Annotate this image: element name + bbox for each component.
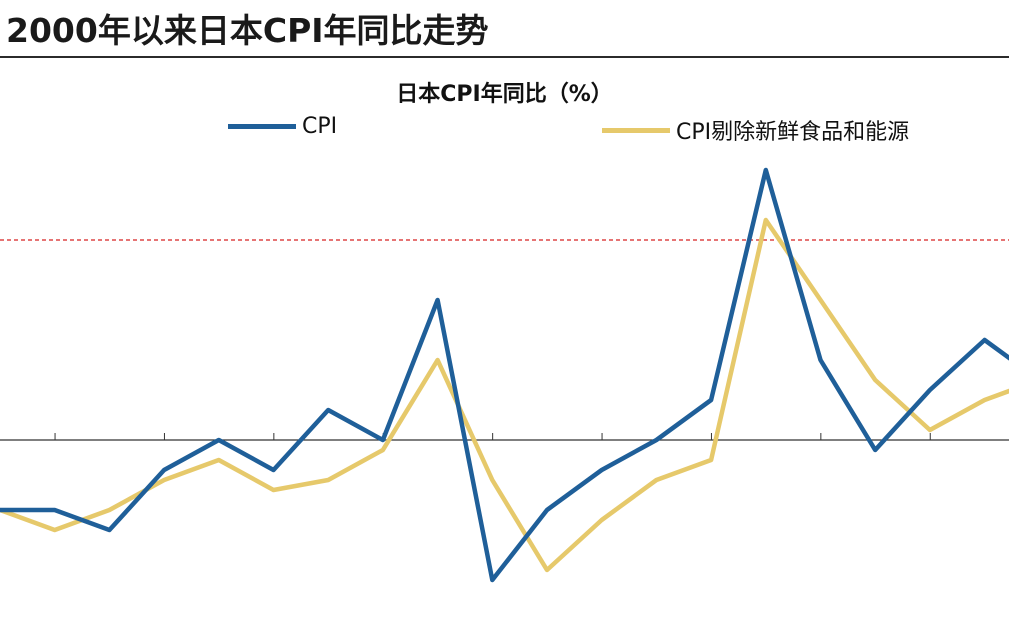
legend-label-cpi: CPI — [302, 114, 338, 139]
legend-swatch-core — [602, 127, 670, 133]
series-line-core — [0, 217, 1009, 573]
title-divider — [0, 56, 1009, 58]
legend-label-core: CPI剔除新鲜食品和能源 — [676, 120, 910, 145]
legend-item-cpi: CPI — [228, 114, 337, 139]
chart-title: 日本CPI年同比（%） — [396, 82, 613, 107]
series-line-cpi — [0, 167, 1009, 583]
legend-item-core: CPI剔除新鲜食品和能源 — [602, 114, 909, 146]
legend-swatch-cpi — [228, 124, 296, 129]
page-title: 2000年以来日本CPI年同比走势 — [6, 11, 489, 50]
